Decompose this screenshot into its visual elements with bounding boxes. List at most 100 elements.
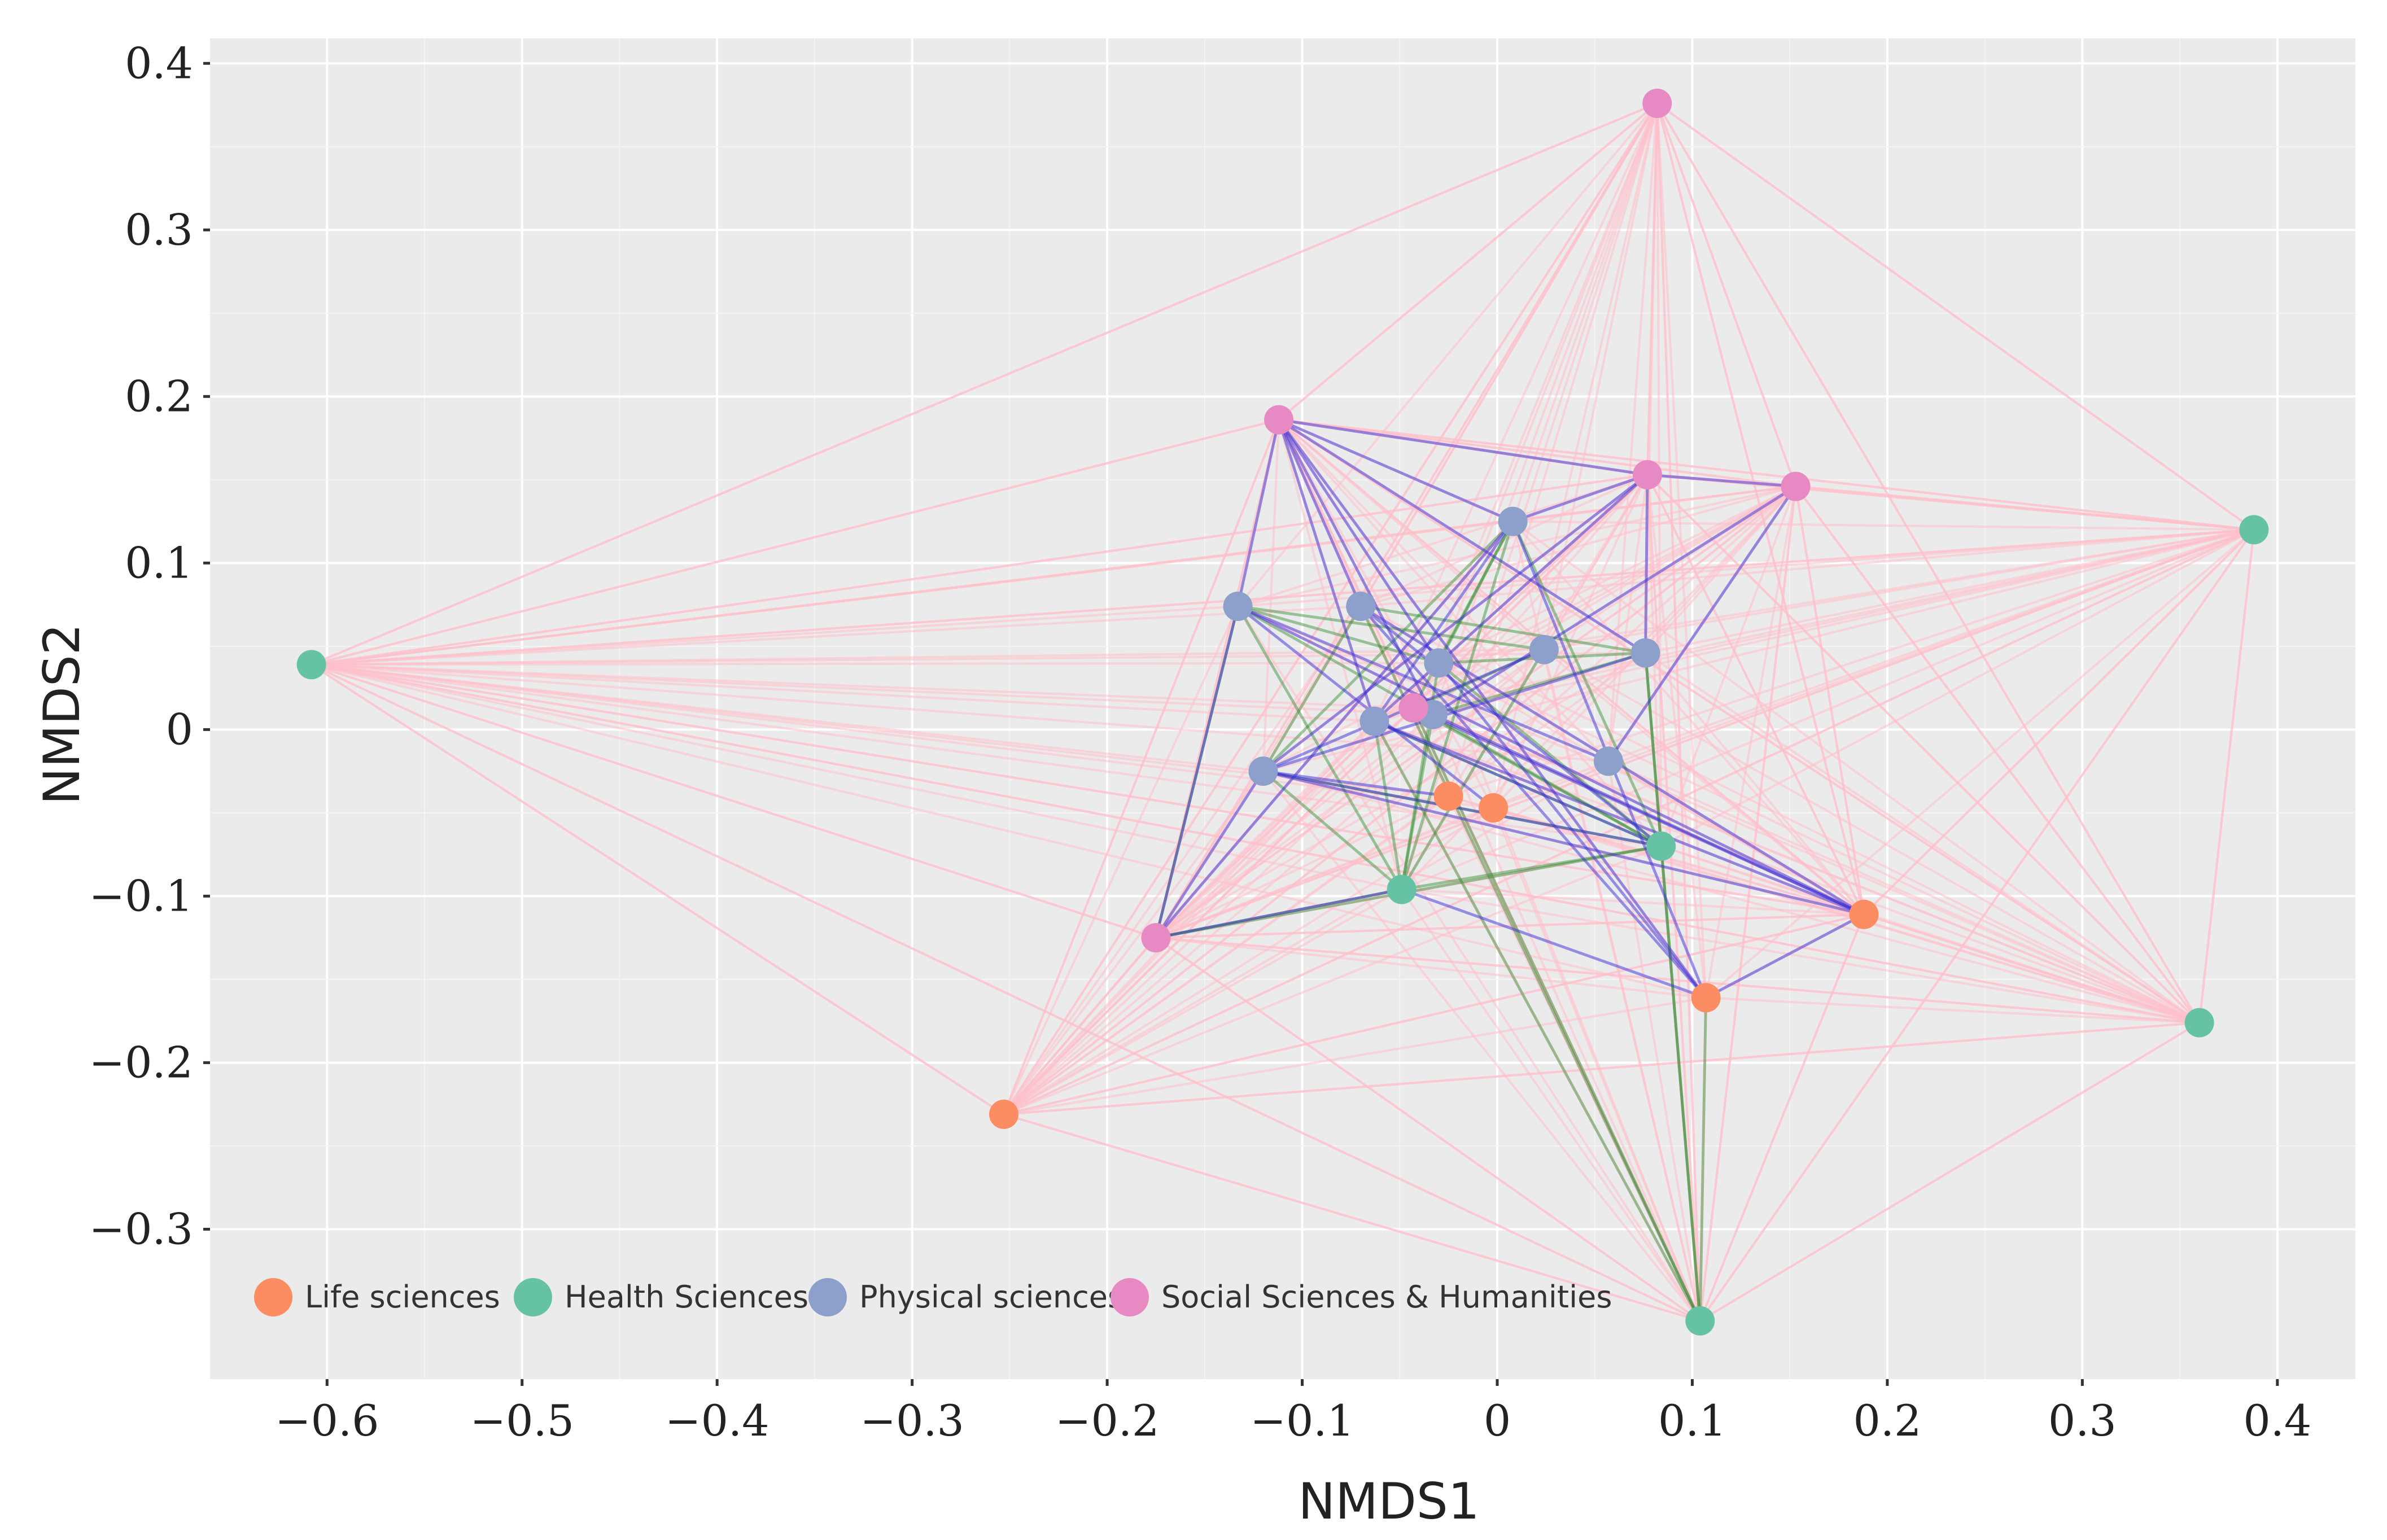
health-link-line [1437, 520, 1514, 664]
legend-label: Life sciences [305, 1279, 500, 1315]
social-link-line [1278, 419, 1610, 762]
health-link-line [1412, 707, 1702, 1322]
social-link-line [1794, 486, 1865, 915]
physical-link-line [1413, 706, 1865, 916]
physical-link-line [1359, 605, 1707, 999]
social-link-line [1512, 520, 2254, 531]
y-tick-label: 0 [166, 704, 193, 754]
x-tick-label: 0.3 [2048, 1395, 2117, 1446]
health-link-line [1412, 520, 1514, 709]
social-link-line [1646, 474, 2201, 1024]
social-link-line [1608, 760, 2200, 1024]
health-link-line [1401, 845, 1662, 891]
social-link-line [1413, 485, 1796, 709]
social-link-line [1401, 889, 1701, 1322]
health-link-line [1238, 605, 1545, 651]
data-point [296, 650, 326, 680]
data-point [1223, 592, 1253, 622]
social-link-line [1543, 474, 1649, 650]
data-point [989, 1099, 1018, 1129]
social-link-line [1492, 474, 1649, 808]
social-link-line [1646, 103, 1659, 475]
physical-link-line [1705, 913, 1865, 999]
physical-link-line [1277, 419, 1435, 715]
legend-swatch [514, 1278, 552, 1316]
social-link-line [311, 663, 1609, 763]
social-link-line [1699, 998, 1707, 1321]
gridlines [210, 38, 2355, 1379]
data-point [1642, 89, 1672, 119]
social-link-line [1278, 419, 1403, 890]
health-link-line [1262, 770, 1403, 891]
data-point [1359, 706, 1389, 736]
social-link-line [1373, 720, 1702, 1322]
social-link-line [1003, 807, 1494, 1115]
social-link-line [1543, 649, 2200, 1024]
social-link-line [311, 663, 1701, 1322]
health-link-line [1413, 706, 1662, 848]
physical-link-line [1237, 605, 1609, 763]
health-link-line [1400, 649, 1546, 890]
social-link-line [1003, 913, 1864, 1115]
social-link-line [1608, 528, 2255, 763]
data-point [1593, 746, 1623, 776]
social-link-line [1645, 485, 1797, 654]
physical-link-line [1155, 888, 1402, 939]
x-tick-label: 0.1 [1658, 1395, 1726, 1446]
data-point [2239, 515, 2269, 545]
social-link-line [1512, 520, 1865, 916]
social-link-line [1656, 103, 1702, 1321]
physical-link-line [1236, 419, 1280, 607]
social-link-line [311, 418, 1279, 666]
social-link-line [1003, 605, 1362, 1115]
physical-link-line [1278, 419, 1440, 664]
social-link-line [1705, 528, 2255, 999]
social-link-line [1437, 662, 1702, 1322]
social-link-line [311, 663, 1005, 1115]
x-tick-label: 0 [1484, 1395, 1511, 1446]
data-point [1498, 506, 1528, 536]
legend-label: Health Sciences [565, 1279, 808, 1315]
physical-link-line [1437, 662, 1707, 999]
social-link-line [1656, 103, 1797, 487]
social-link-line [1278, 102, 1658, 421]
x-tick-label: −0.3 [860, 1395, 964, 1446]
x-tick-label: −0.6 [275, 1395, 379, 1446]
social-link-line [311, 663, 1157, 939]
physical-link-line [1359, 605, 1662, 847]
social-link-line [1374, 720, 2200, 1024]
y-axis-title: NMDS2 [33, 623, 91, 804]
social-link-line [1156, 937, 2200, 1024]
physical-link-line [1237, 605, 1865, 916]
physical-link-line [1607, 485, 1797, 762]
physical-link-line [1262, 769, 1865, 916]
legend-label: Physical sciences [859, 1279, 1123, 1315]
social-link-line [311, 663, 1375, 723]
social-link-line [1278, 418, 2200, 1024]
social-link-line [1236, 605, 1701, 1322]
physical-link-line [1432, 485, 1796, 716]
social-link-line [1439, 528, 2254, 664]
health-link-line [1237, 605, 1440, 664]
health-link-line [1372, 721, 1404, 890]
data-point [1691, 983, 1721, 1013]
social-link-line [1656, 102, 2255, 531]
social-link-line [1003, 485, 1796, 1115]
health-link-line [1262, 520, 1514, 772]
social-link-line [1646, 474, 1707, 998]
physical-link-line [1373, 474, 1649, 723]
y-tick-label: −0.1 [89, 870, 193, 921]
physical-link-line [1155, 520, 1514, 939]
physical-link-line [1236, 605, 1494, 810]
social-link-line [1607, 474, 1649, 762]
health-link-line [1373, 720, 1702, 1322]
data-point [1346, 592, 1376, 622]
physical-links [1155, 418, 1865, 999]
physical-link-line [1155, 606, 1239, 938]
social-link-line [311, 663, 1707, 999]
social-link-line [1003, 845, 1662, 1115]
social-link-line [1003, 419, 1280, 1115]
data-point [1387, 874, 1417, 904]
x-tick-label: −0.5 [470, 1395, 574, 1446]
social-link-line [1262, 528, 2254, 773]
